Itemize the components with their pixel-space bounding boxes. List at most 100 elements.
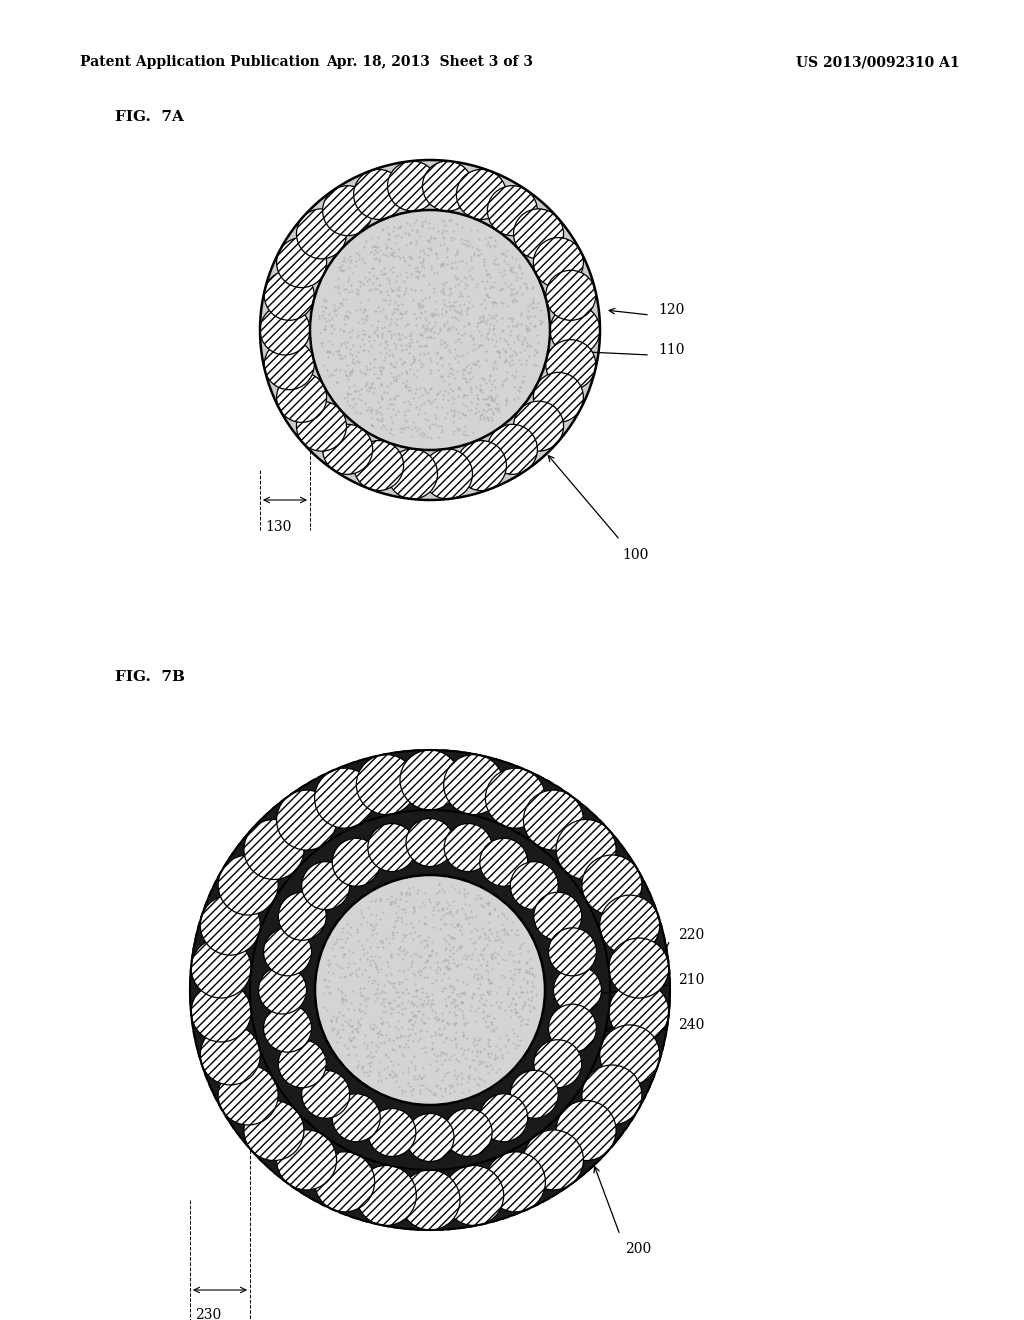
Circle shape [563, 997, 590, 1023]
Circle shape [368, 824, 416, 871]
Circle shape [223, 1060, 253, 1090]
Circle shape [260, 160, 600, 500]
Circle shape [556, 820, 616, 879]
Circle shape [314, 1152, 375, 1212]
Circle shape [223, 890, 253, 920]
Circle shape [600, 895, 659, 956]
Circle shape [443, 755, 504, 814]
Circle shape [360, 1113, 387, 1139]
Circle shape [534, 887, 560, 913]
Circle shape [534, 372, 584, 422]
Text: Apr. 18, 2013  Sheet 3 of 3: Apr. 18, 2013 Sheet 3 of 3 [327, 55, 534, 69]
Circle shape [510, 862, 558, 909]
Circle shape [310, 793, 340, 824]
Circle shape [534, 1040, 582, 1088]
Circle shape [563, 957, 590, 983]
Circle shape [457, 169, 507, 219]
Circle shape [555, 818, 586, 849]
Circle shape [554, 966, 601, 1014]
Circle shape [300, 1067, 327, 1093]
Circle shape [323, 424, 373, 474]
Circle shape [423, 161, 472, 211]
Circle shape [300, 887, 327, 913]
Circle shape [397, 1123, 424, 1150]
Circle shape [507, 1094, 534, 1121]
Circle shape [314, 768, 375, 828]
Circle shape [520, 1156, 550, 1187]
Circle shape [302, 1071, 350, 1118]
Circle shape [485, 1152, 546, 1212]
Text: 130: 130 [265, 520, 292, 535]
Circle shape [400, 750, 460, 810]
Circle shape [510, 1071, 558, 1118]
Circle shape [368, 1109, 416, 1156]
Circle shape [609, 982, 669, 1041]
Text: 110: 110 [658, 343, 684, 356]
Circle shape [297, 209, 346, 259]
Circle shape [245, 1098, 275, 1129]
Circle shape [276, 238, 327, 288]
Circle shape [600, 1024, 659, 1085]
Circle shape [281, 1034, 307, 1060]
Circle shape [276, 791, 337, 850]
Circle shape [297, 401, 346, 451]
Circle shape [393, 766, 423, 796]
Circle shape [406, 1114, 454, 1162]
Circle shape [485, 768, 546, 828]
Circle shape [327, 1094, 353, 1121]
Circle shape [205, 975, 234, 1005]
Circle shape [480, 838, 527, 886]
Circle shape [520, 793, 550, 824]
Circle shape [397, 830, 424, 857]
Circle shape [556, 1101, 616, 1160]
Text: 120: 120 [658, 304, 684, 317]
Circle shape [625, 975, 655, 1005]
Circle shape [350, 775, 380, 805]
Circle shape [270, 957, 297, 983]
Circle shape [244, 820, 304, 879]
Circle shape [279, 892, 327, 940]
Circle shape [487, 424, 538, 474]
Text: 240: 240 [678, 1018, 705, 1032]
Circle shape [263, 928, 311, 975]
Circle shape [507, 859, 534, 886]
Circle shape [534, 1067, 560, 1093]
Circle shape [279, 1040, 327, 1088]
Text: 200: 200 [625, 1242, 651, 1257]
Circle shape [400, 1170, 460, 1230]
Circle shape [393, 1184, 423, 1214]
Circle shape [555, 1131, 586, 1162]
Text: 220: 220 [678, 928, 705, 942]
Circle shape [191, 982, 251, 1041]
Circle shape [621, 1019, 650, 1048]
Circle shape [553, 1034, 580, 1060]
Circle shape [436, 1123, 463, 1150]
Circle shape [245, 851, 275, 882]
Circle shape [350, 1175, 380, 1205]
Circle shape [523, 791, 584, 850]
Circle shape [444, 1109, 493, 1156]
Circle shape [582, 1065, 642, 1125]
Circle shape [310, 1156, 340, 1187]
Circle shape [201, 1024, 260, 1085]
Circle shape [190, 750, 670, 1230]
Text: US 2013/0092310 A1: US 2013/0092310 A1 [797, 55, 961, 69]
Circle shape [423, 449, 472, 499]
Circle shape [281, 920, 307, 946]
Circle shape [480, 1175, 510, 1205]
Circle shape [327, 859, 353, 886]
Circle shape [437, 1184, 467, 1214]
Circle shape [356, 755, 417, 814]
Circle shape [263, 1005, 311, 1052]
Circle shape [244, 1101, 304, 1160]
Circle shape [360, 841, 387, 867]
Circle shape [274, 818, 304, 849]
Text: 230: 230 [195, 1308, 221, 1320]
Circle shape [437, 766, 467, 796]
Circle shape [210, 932, 240, 961]
Circle shape [523, 1130, 584, 1189]
Circle shape [444, 824, 493, 871]
Circle shape [473, 841, 500, 867]
Circle shape [302, 862, 350, 909]
Text: FIG.  7B: FIG. 7B [115, 671, 185, 684]
